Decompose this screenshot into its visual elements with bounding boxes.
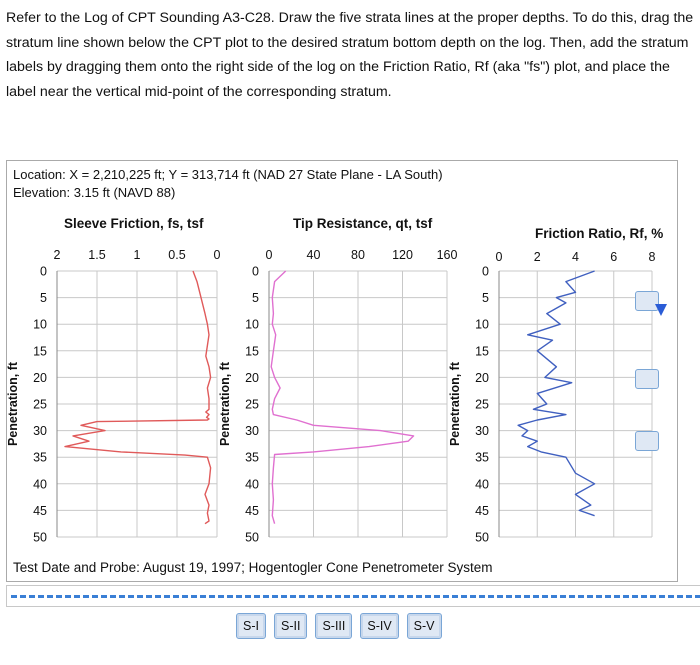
plot-title-qt: Tip Resistance, qt, tsf xyxy=(293,216,433,231)
depth-tick-rf-1: 5 xyxy=(482,291,489,305)
depth-tick-fs-3: 15 xyxy=(33,344,47,358)
depth-tick-fs-8: 40 xyxy=(33,477,47,491)
stratum-line[interactable] xyxy=(11,595,700,598)
stratum-line-drag-area[interactable] xyxy=(6,585,700,607)
x-tick-fs-0: 2 xyxy=(54,248,61,262)
depth-tick-fs-0: 0 xyxy=(40,265,47,279)
location-text: Location: X = 2,210,225 ft; Y = 313,714 … xyxy=(13,167,443,182)
depth-tick-qt-7: 35 xyxy=(245,451,259,465)
x-tick-fs-3: 0.5 xyxy=(168,248,185,262)
x-tick-rf-0: 0 xyxy=(496,250,503,264)
x-tick-rf-4: 8 xyxy=(649,250,656,264)
depth-tick-rf-2: 10 xyxy=(475,318,489,332)
depth-tick-qt-1: 5 xyxy=(252,291,259,305)
x-tick-rf-2: 4 xyxy=(572,250,579,264)
depth-tick-rf-10: 50 xyxy=(475,531,489,545)
depth-tick-qt-10: 50 xyxy=(245,531,259,545)
plot-title-fs: Sleeve Friction, fs, tsf xyxy=(64,216,204,231)
rf-legend-tab-2 xyxy=(635,369,659,389)
depth-tick-fs-4: 20 xyxy=(33,371,47,385)
depth-tick-qt-8: 40 xyxy=(245,477,259,491)
x-tick-fs-2: 1 xyxy=(134,248,141,262)
rf-legend-tab-3 xyxy=(635,431,659,451)
depth-tick-fs-6: 30 xyxy=(33,424,47,438)
stratum-label-s3[interactable]: S-III xyxy=(315,613,353,639)
depth-tick-rf-8: 40 xyxy=(475,477,489,491)
depth-axis-title-fs: Penetration, ft xyxy=(6,361,20,446)
depth-tick-rf-9: 45 xyxy=(475,504,489,518)
depth-tick-fs-7: 35 xyxy=(33,451,47,465)
stratum-label-s4[interactable]: S-IV xyxy=(360,613,399,639)
depth-tick-rf-7: 35 xyxy=(475,451,489,465)
series-line-rf xyxy=(517,270,596,517)
strata-labels: S-I S-II S-III S-IV S-V xyxy=(236,613,442,639)
x-tick-qt-3: 120 xyxy=(392,248,413,262)
depth-tick-rf-6: 30 xyxy=(475,424,489,438)
series-line-qt xyxy=(270,270,415,524)
depth-tick-qt-3: 15 xyxy=(245,344,259,358)
instructions-text: Refer to the Log of CPT Sounding A3-C28.… xyxy=(6,10,694,100)
depth-tick-fs-9: 45 xyxy=(33,504,47,518)
stratum-label-s5[interactable]: S-V xyxy=(406,613,442,639)
elevation-text: Elevation: 3.15 ft (NAVD 88) xyxy=(13,185,176,200)
x-tick-qt-4: 160 xyxy=(437,248,458,262)
depth-tick-rf-0: 0 xyxy=(482,265,489,279)
depth-tick-fs-2: 10 xyxy=(33,318,47,332)
stratum-label-s1[interactable]: S-I xyxy=(236,613,266,639)
stratum-label-s2[interactable]: S-II xyxy=(273,613,308,639)
x-tick-qt-2: 80 xyxy=(351,248,365,262)
cpt-log-panel: Location: X = 2,210,225 ft; Y = 313,714 … xyxy=(6,160,678,582)
test-info-text: Test Date and Probe: August 19, 1997; Ho… xyxy=(13,560,493,575)
depth-tick-rf-3: 15 xyxy=(475,344,489,358)
depth-tick-qt-5: 25 xyxy=(245,398,259,412)
depth-tick-rf-5: 25 xyxy=(475,398,489,412)
depth-tick-qt-9: 45 xyxy=(245,504,259,518)
x-tick-qt-0: 0 xyxy=(266,248,273,262)
plot-title-rf: Friction Ratio, Rf, % xyxy=(535,226,664,241)
depth-tick-qt-0: 0 xyxy=(252,265,259,279)
x-tick-rf-3: 6 xyxy=(610,250,617,264)
depth-tick-fs-5: 25 xyxy=(33,398,47,412)
depth-indicator-icon[interactable] xyxy=(655,304,667,316)
x-tick-rf-1: 2 xyxy=(534,250,541,264)
depth-tick-fs-10: 50 xyxy=(33,531,47,545)
depth-tick-qt-2: 10 xyxy=(245,318,259,332)
depth-tick-fs-1: 5 xyxy=(40,291,47,305)
depth-axis-title-rf: Penetration, ft xyxy=(448,361,462,446)
depth-tick-qt-4: 20 xyxy=(245,371,259,385)
depth-axis-title-qt: Penetration, ft xyxy=(218,361,232,446)
x-tick-fs-4: 0 xyxy=(214,248,221,262)
x-tick-fs-1: 1.5 xyxy=(88,248,105,262)
series-line-fs xyxy=(64,270,212,525)
rf-legend-tab-1 xyxy=(635,291,659,311)
x-tick-qt-1: 40 xyxy=(307,248,321,262)
depth-tick-qt-6: 30 xyxy=(245,424,259,438)
depth-tick-rf-4: 20 xyxy=(475,371,489,385)
